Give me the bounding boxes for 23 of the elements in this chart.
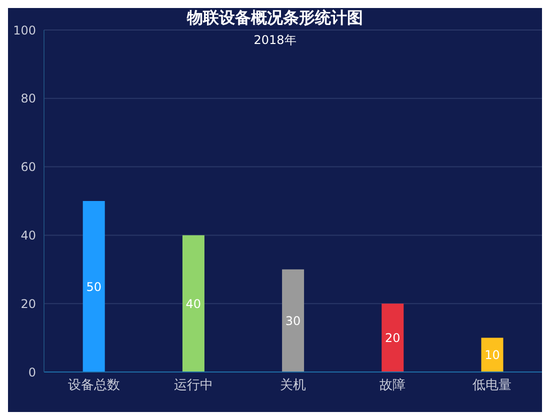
bar — [481, 338, 504, 372]
data-label: 40 — [186, 296, 202, 311]
x-tick-label: 运行中 — [174, 378, 213, 394]
y-tick-label: 80 — [20, 92, 36, 106]
bar — [82, 201, 105, 372]
bar — [282, 269, 304, 372]
y-tick-label: 100 — [13, 23, 36, 38]
x-tick-label: 故障 — [380, 378, 406, 394]
x-tick-label: 关机 — [280, 378, 306, 394]
y-tick-label: 0 — [28, 365, 36, 380]
data-label: 20 — [385, 331, 400, 346]
bar — [382, 304, 404, 372]
chart-title: 物联设备概况条形统计图 — [187, 8, 363, 27]
y-tick-label: 20 — [20, 296, 36, 311]
x-tick-label: 低电量 — [472, 378, 512, 394]
data-label: 50 — [86, 280, 102, 294]
chart-subtitle: 2018年 — [254, 33, 296, 47]
y-tick-label: 40 — [20, 228, 36, 242]
data-label: 30 — [285, 314, 301, 328]
x-tick-label: 设备总数 — [68, 378, 120, 394]
data-label: 10 — [484, 348, 500, 362]
y-tick-label: 60 — [20, 160, 36, 174]
bar — [182, 235, 204, 372]
